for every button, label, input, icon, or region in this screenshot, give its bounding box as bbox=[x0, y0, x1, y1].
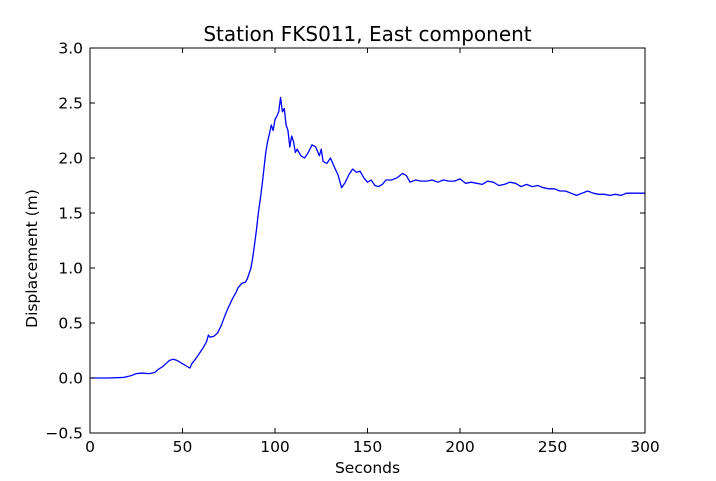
y-tick-label: 3.0 bbox=[58, 40, 83, 58]
y-tick-label: 0.0 bbox=[58, 370, 83, 388]
x-tick-label: 150 bbox=[353, 438, 383, 456]
y-tick-label: 2.5 bbox=[58, 95, 83, 113]
x-tick-label: 100 bbox=[260, 438, 290, 456]
y-axis-label: Displacement (m) bbox=[23, 189, 41, 328]
series-line-0 bbox=[90, 96, 645, 379]
x-ticks: 0 50 100 150 200 250 300 bbox=[85, 48, 660, 456]
y-tick-label: −0.5 bbox=[45, 425, 83, 443]
series-layer bbox=[90, 96, 645, 379]
y-ticks: −0.5 0.0 0.5 1.0 1.5 2.0 2.5 3.0 bbox=[45, 40, 645, 443]
x-axis-label: Seconds bbox=[335, 459, 400, 477]
x-tick-label: 50 bbox=[173, 438, 193, 456]
y-tick-label: 2.0 bbox=[58, 150, 83, 168]
plot-area bbox=[90, 48, 645, 433]
y-tick-label: 0.5 bbox=[58, 315, 83, 333]
chart-title: Station FKS011, East component bbox=[203, 22, 531, 46]
x-tick-label: 200 bbox=[445, 438, 475, 456]
x-tick-label: 0 bbox=[85, 438, 95, 456]
x-tick-label: 300 bbox=[630, 438, 660, 456]
y-tick-label: 1.5 bbox=[58, 205, 83, 223]
y-tick-label: 1.0 bbox=[58, 260, 83, 278]
x-tick-label: 250 bbox=[538, 438, 568, 456]
